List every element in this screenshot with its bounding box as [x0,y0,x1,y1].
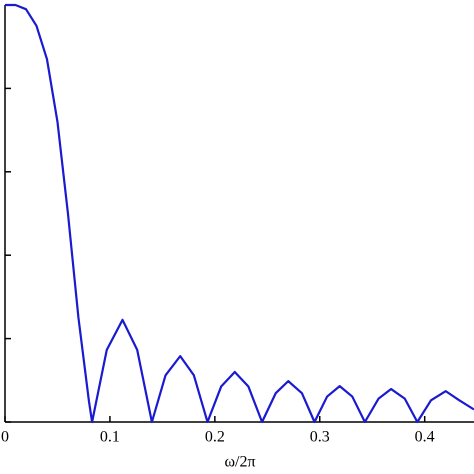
x-axis-label: ω/2π [224,454,255,471]
data-line [5,3,474,424]
x-tick-label: 0 [1,429,9,446]
x-tick-label: 0.4 [415,429,435,446]
x-tick-label: 0.3 [310,429,330,446]
x-tick-label: 0.1 [100,429,120,446]
x-tick-label: 0.2 [205,429,225,446]
